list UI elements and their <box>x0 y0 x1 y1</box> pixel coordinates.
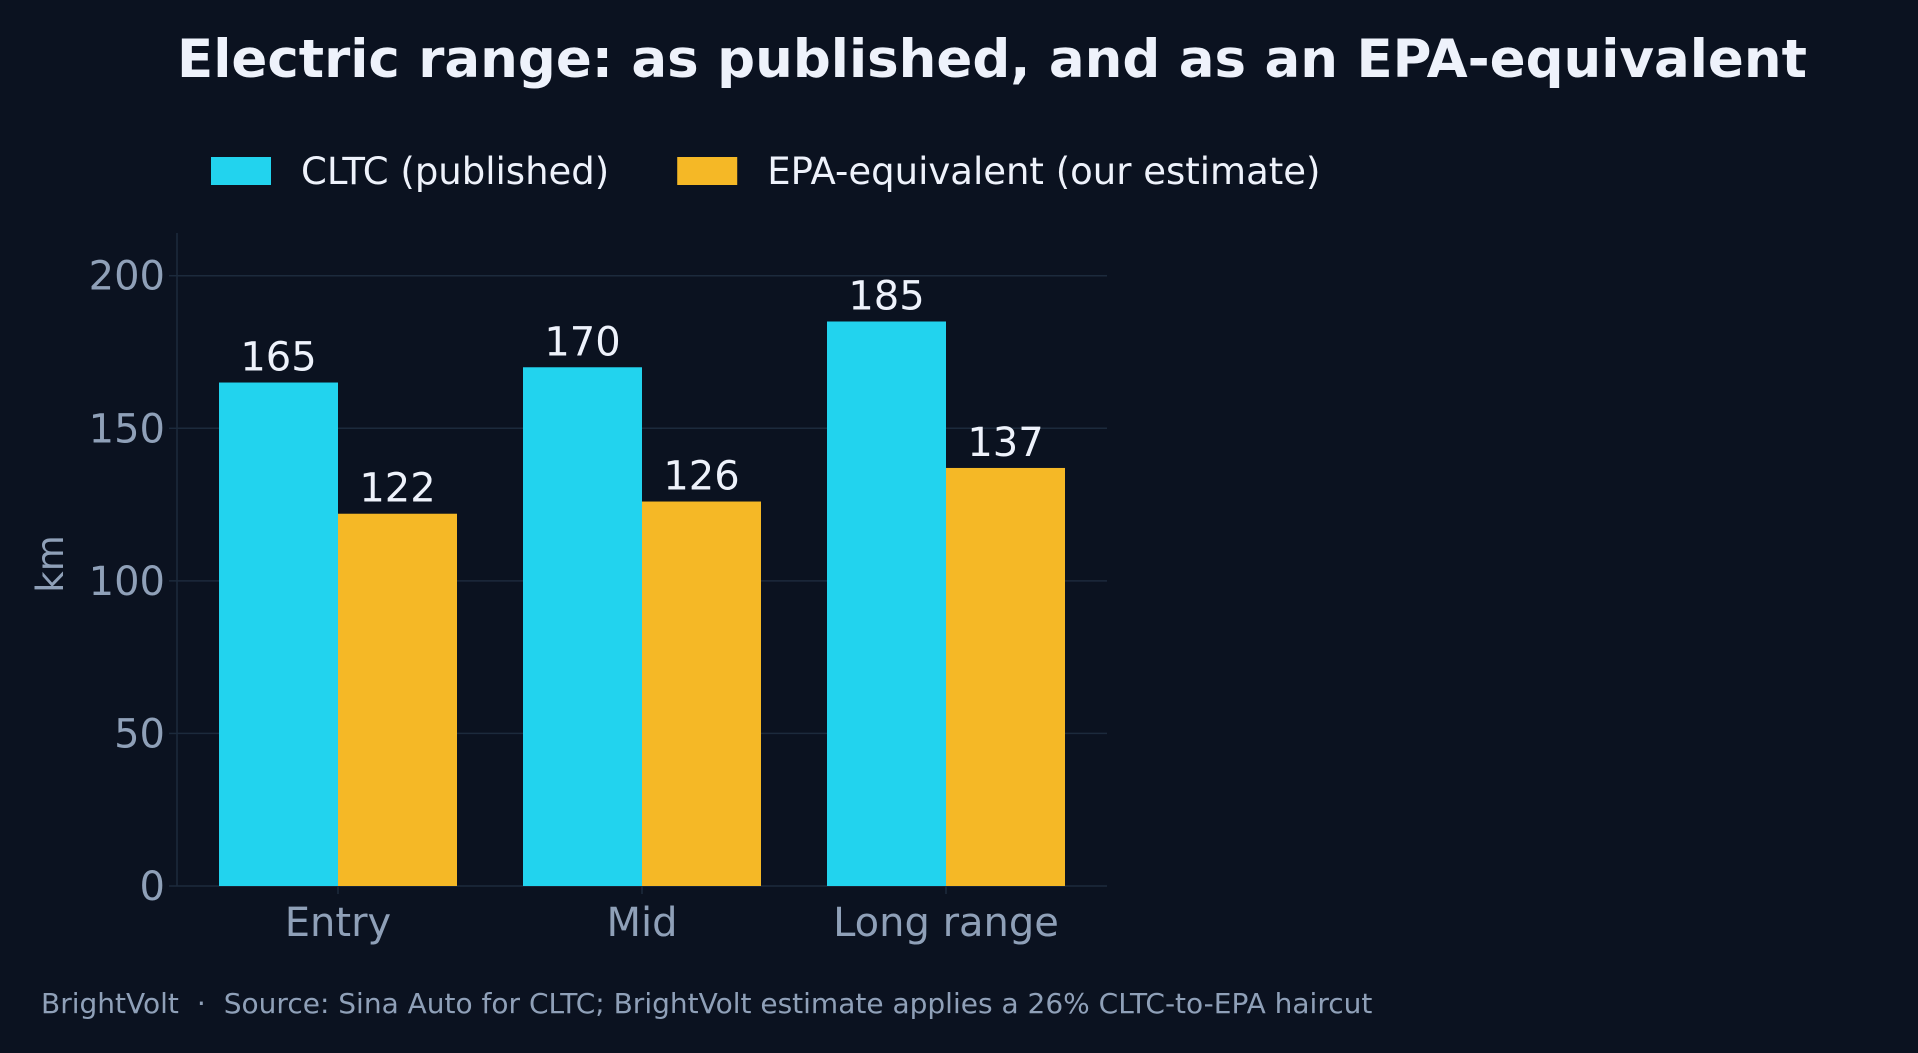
bar-value-label: 170 <box>544 319 620 365</box>
y-tick-label: 0 <box>140 864 165 910</box>
legend-swatch <box>677 157 738 185</box>
footer-separator: · <box>197 987 206 1020</box>
bar <box>523 367 642 886</box>
legend-label: EPA-equivalent (our estimate) <box>767 150 1320 193</box>
y-tick-label: 150 <box>89 406 165 452</box>
x-axis-ticks: Entry Mid Long range <box>285 886 1059 946</box>
bars <box>219 321 1065 886</box>
legend-swatch <box>211 157 271 185</box>
footer-source-text: Source: Sina Auto for CLTC; BrightVolt e… <box>224 987 1373 1020</box>
legend: CLTC (published) EPA-equivalent (our esti… <box>211 150 1320 193</box>
footer-source: BrightVolt · Source: Sina Auto for CLTC; B… <box>41 987 1372 1020</box>
bar-value-label: 137 <box>967 420 1043 466</box>
x-tick-label: Long range <box>833 900 1059 946</box>
bar <box>827 321 946 886</box>
bar <box>946 467 1065 886</box>
bar <box>219 382 338 886</box>
y-tick-label: 100 <box>89 559 165 605</box>
y-axis-ticks: 0 50 100 150 200 <box>89 254 177 910</box>
footer-brand: BrightVolt <box>41 987 179 1020</box>
value-labels: 165 122 170 126 185 137 <box>240 273 1043 511</box>
x-tick-label: Mid <box>606 900 677 946</box>
legend-label: CLTC (published) <box>301 150 609 193</box>
bar-value-label: 126 <box>663 454 739 500</box>
y-tick-label: 50 <box>114 711 165 757</box>
chart-title: Electric range: as published, and as an … <box>177 29 1807 90</box>
bar <box>338 513 457 886</box>
bar-value-label: 165 <box>240 335 316 381</box>
bar <box>642 501 761 886</box>
bar-value-label: 122 <box>359 466 435 512</box>
y-axis-title: km <box>29 535 72 592</box>
bar-value-label: 185 <box>848 273 924 319</box>
x-tick-label: Entry <box>285 900 391 946</box>
y-tick-label: 200 <box>89 254 165 300</box>
